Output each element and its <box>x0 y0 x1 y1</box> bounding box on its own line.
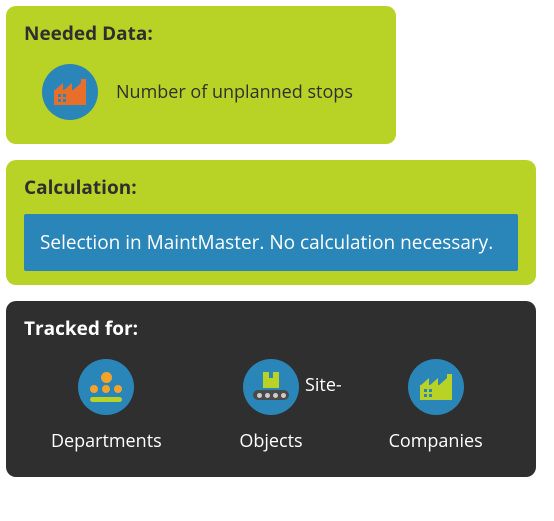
tracked-row: Departments Site- Objects <box>24 355 518 463</box>
tracked-item-side-label: Site- <box>305 373 342 397</box>
org-icon <box>78 359 134 415</box>
calculation-title: Calculation: <box>24 174 518 200</box>
factory-icon <box>42 64 98 120</box>
factory-icon <box>408 359 464 415</box>
needed-data-title: Needed Data: <box>24 20 378 46</box>
tracked-card: Tracked for: Departments Site- O <box>6 301 536 477</box>
calculation-card: Calculation: Selection in MaintMaster. N… <box>6 160 536 285</box>
needed-data-row: Number of unplanned stops <box>24 60 378 130</box>
tracked-item-label: Departments <box>51 429 162 453</box>
conveyor-icon <box>243 359 299 415</box>
tracked-item-objects: Site- Objects <box>201 359 341 453</box>
tracked-title: Tracked for: <box>24 315 518 341</box>
needed-data-card: Needed Data: Number of unplanned stops <box>6 6 396 144</box>
calculation-body: Selection in MaintMaster. No calculation… <box>24 214 518 271</box>
needed-data-item-label: Number of unplanned stops <box>116 80 353 104</box>
tracked-item-label: Objects <box>239 429 302 453</box>
tracked-item-label: Companies <box>389 429 483 453</box>
tracked-item-departments: Departments <box>36 359 176 453</box>
tracked-item-companies: Companies <box>366 359 506 453</box>
